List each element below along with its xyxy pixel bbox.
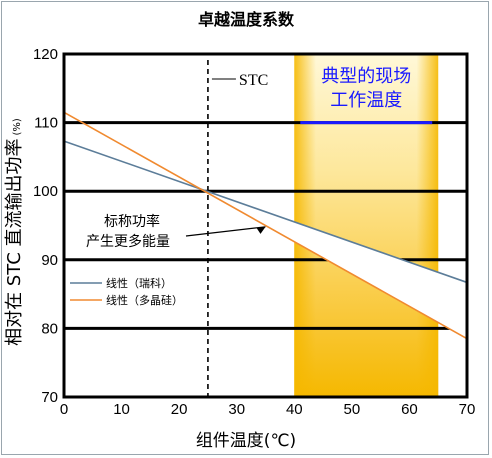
- y-tick-120: 120: [33, 46, 58, 63]
- chart-title: 卓越温度系数: [198, 10, 295, 29]
- stc-label: STC: [239, 72, 268, 89]
- x-tick-40: 40: [286, 401, 303, 418]
- x-tick-0: 0: [60, 401, 68, 418]
- x-tick-30: 30: [228, 401, 245, 418]
- x-axis-label: 组件温度(℃): [196, 431, 296, 451]
- x-tick-70: 70: [459, 401, 476, 418]
- y-tick-100: 100: [33, 183, 58, 200]
- stc-marker: STC: [207, 60, 268, 397]
- series-line-1: [63, 140, 468, 284]
- y-tick-110: 110: [34, 115, 58, 132]
- x-tick-20: 20: [171, 401, 188, 418]
- plot-border: [62, 52, 469, 399]
- y-tick-90: 90: [41, 252, 58, 269]
- operating-region-label-1: 典型的现场: [321, 66, 411, 87]
- y-tick-80: 80: [41, 320, 58, 337]
- series-line-2: [63, 111, 468, 340]
- legend-label-2: 线性（多晶硅）: [106, 293, 183, 307]
- operating-region-edges: [294, 54, 439, 397]
- y-axis-label-text: 相对在 STC 直流输出功率: [4, 138, 25, 345]
- y-axis-label-unit: (%): [12, 118, 23, 135]
- x-tick-10: 10: [113, 401, 130, 418]
- annotation-arrowhead: [256, 226, 266, 234]
- legend-label-1: 线性（瑞科）: [106, 276, 172, 290]
- x-tick-50: 50: [344, 401, 361, 418]
- operating-region-label-2: 工作温度: [330, 90, 402, 111]
- y-tick-70: 70: [41, 389, 58, 406]
- legend: 线性（瑞科） 线性（多晶硅）: [70, 276, 183, 307]
- annotation-arrow: [185, 226, 266, 237]
- y-axis-label: 相对在 STC 直流输出功率 (%): [4, 118, 25, 346]
- series-lines: [63, 111, 468, 340]
- axes: 0 10 20 30 40 50 60 70 70 80 90 100 110 120: [33, 46, 475, 418]
- annotation-line-2: 产生更多能量: [86, 233, 170, 250]
- annotation-line-1: 标称功率: [104, 213, 160, 230]
- x-tick-60: 60: [401, 401, 418, 418]
